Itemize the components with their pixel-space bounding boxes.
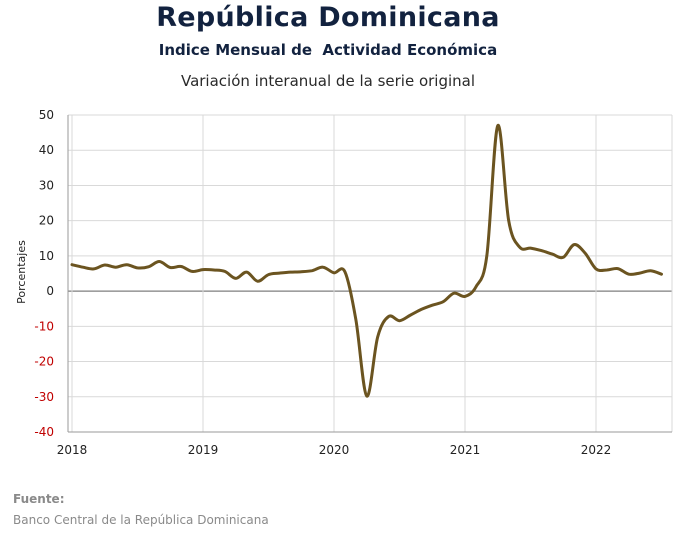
source-label: Fuente:: [13, 492, 65, 506]
chart-title: República Dominicana: [156, 2, 500, 33]
chart-description: Variación interanual de la serie origina…: [180, 72, 476, 90]
y-tick-label: -40: [34, 425, 54, 439]
y-tick-label: -30: [34, 390, 54, 404]
y-tick-label: 50: [39, 108, 54, 122]
source-text: Banco Central de la República Dominicana: [13, 513, 269, 527]
y-tick-label: 40: [39, 143, 54, 157]
series-line: [70, 124, 663, 398]
x-tick-label: 2019: [188, 443, 219, 457]
y-axis-label: Porcentajes: [15, 240, 28, 304]
y-tick-label: 0: [46, 284, 54, 298]
axes: -40 -30 -20 -10 0 10 20 30 40 50 2018 2019 2020 2021 2…: [34, 108, 672, 457]
x-tick-label: 2021: [450, 443, 481, 457]
chart-subtitle: Indice Mensual de Actividad Económica: [158, 41, 498, 59]
y-tick-label: -10: [34, 319, 54, 333]
y-tick-label: -20: [34, 355, 54, 369]
x-tick-label: 2020: [319, 443, 350, 457]
y-tick-label: 10: [39, 249, 54, 263]
y-tick-label: 30: [39, 178, 54, 192]
y-tick-label: 20: [39, 214, 54, 228]
line-chart: -40 -30 -20 -10 0 10 20 30 40 50 2018 2019 2020 2021 2…: [15, 108, 673, 457]
x-tick-label: 2022: [581, 443, 612, 457]
series-layer: [70, 124, 663, 398]
x-tick-label: 2018: [57, 443, 88, 457]
